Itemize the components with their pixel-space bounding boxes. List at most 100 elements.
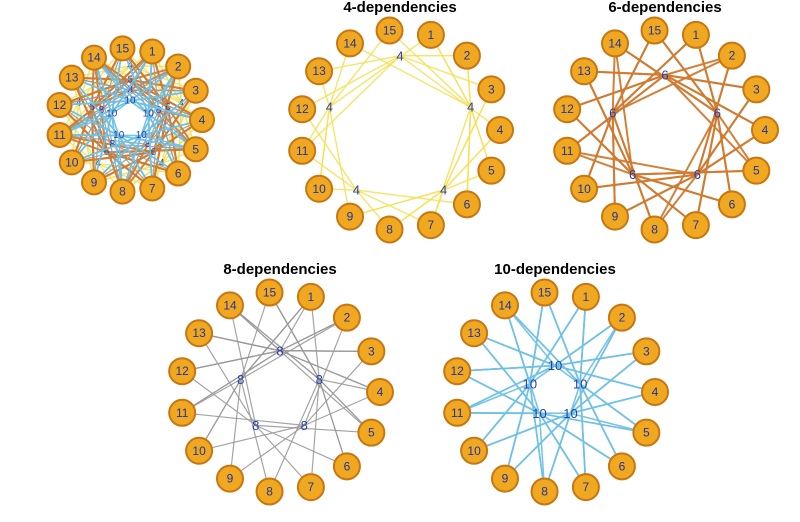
svg-text:10: 10 (577, 182, 591, 196)
inner-label-d10: 10 (143, 109, 155, 120)
svg-text:1: 1 (693, 28, 700, 42)
inner-label-d8: 8 (237, 372, 244, 387)
svg-text:14: 14 (87, 51, 101, 65)
svg-text:2: 2 (729, 49, 736, 63)
svg-text:9: 9 (227, 472, 234, 486)
svg-text:7: 7 (308, 480, 315, 494)
edge (584, 71, 765, 130)
node-10: 10 (571, 176, 597, 202)
edge (182, 297, 311, 413)
svg-text:1: 1 (308, 290, 315, 304)
edge (655, 31, 718, 226)
inner-label-d8: 8 (252, 418, 259, 433)
node-2: 2 (454, 43, 480, 69)
node-8: 8 (642, 216, 668, 242)
node-10: 10 (461, 438, 487, 464)
node-7: 7 (298, 474, 324, 500)
edge (199, 333, 380, 392)
svg-text:3: 3 (753, 82, 760, 96)
node-9: 9 (82, 170, 106, 194)
svg-text:3: 3 (643, 344, 650, 358)
node-11: 11 (169, 400, 195, 426)
node-8: 8 (377, 216, 403, 242)
inner-label-d4: 4 (467, 100, 474, 115)
svg-text:12: 12 (451, 364, 465, 378)
inner-label-d10: 10 (548, 358, 562, 373)
inner-label-d6: 6 (714, 106, 721, 121)
svg-text:15: 15 (648, 24, 662, 38)
edge (474, 318, 622, 451)
node-4: 4 (190, 108, 214, 132)
svg-text:5: 5 (753, 164, 760, 178)
svg-text:11: 11 (451, 406, 464, 420)
svg-text:8: 8 (541, 484, 548, 498)
svg-text:3: 3 (368, 344, 375, 358)
panel-title: 6-dependencies (608, 0, 721, 16)
inner-label-d4: 4 (353, 183, 360, 198)
node-5: 5 (633, 420, 659, 446)
edge (457, 371, 586, 487)
node-13: 13 (60, 66, 84, 90)
node-13: 13 (186, 320, 212, 346)
edge (182, 392, 380, 425)
node-15: 15 (377, 18, 403, 44)
svg-text:12: 12 (176, 364, 190, 378)
node-4: 4 (642, 379, 668, 405)
node-8: 8 (257, 478, 283, 504)
inner-label-d8: 8 (276, 343, 283, 358)
inner-label-d10: 10 (136, 130, 148, 141)
svg-text:5: 5 (192, 142, 199, 156)
svg-text:8: 8 (266, 484, 273, 498)
node-15: 15 (110, 36, 134, 60)
inner-label-d4: 4 (326, 100, 333, 115)
svg-text:8: 8 (386, 222, 393, 236)
edge (545, 297, 586, 492)
inner-label-d10: 10 (573, 376, 587, 391)
svg-text:5: 5 (643, 426, 650, 440)
dependency-graphs-figure: 4444466666888881010101010123456789101112… (0, 0, 800, 522)
node-14: 14 (602, 30, 628, 56)
node-1: 1 (573, 284, 599, 310)
edge (319, 35, 431, 189)
svg-text:13: 13 (65, 71, 79, 85)
svg-text:8: 8 (119, 185, 126, 199)
svg-text:10: 10 (192, 444, 206, 458)
svg-text:10: 10 (312, 182, 326, 196)
inner-label-d6: 6 (609, 106, 616, 121)
inner-label-d4: 4 (440, 183, 447, 198)
svg-text:13: 13 (577, 64, 591, 78)
svg-text:10: 10 (65, 155, 79, 169)
svg-text:6: 6 (464, 197, 471, 211)
node-2: 2 (609, 305, 635, 331)
node-5: 5 (184, 137, 208, 161)
node-4: 4 (367, 379, 393, 405)
node-3: 3 (184, 79, 208, 103)
edge (241, 293, 270, 492)
node-4: 4 (752, 117, 778, 143)
node-10: 10 (60, 150, 84, 174)
svg-text:9: 9 (612, 210, 619, 224)
svg-text:5: 5 (488, 164, 495, 178)
inner-label-d8: 8 (301, 418, 308, 433)
svg-text:2: 2 (464, 49, 471, 63)
inner-label-d10: 10 (523, 376, 537, 391)
node-8: 8 (532, 478, 558, 504)
svg-text:14: 14 (608, 36, 622, 50)
panel-title: 4-dependencies (343, 0, 456, 16)
node-10: 10 (306, 176, 332, 202)
edge (270, 293, 320, 488)
svg-text:6: 6 (175, 167, 182, 181)
svg-text:12: 12 (296, 102, 310, 116)
svg-text:14: 14 (343, 36, 357, 50)
svg-text:7: 7 (428, 218, 435, 232)
edge (474, 392, 655, 451)
svg-text:13: 13 (467, 326, 481, 340)
node-7: 7 (418, 212, 444, 238)
node-12: 12 (48, 93, 72, 117)
panel-combined: 4444466666888881010101010123456789101112… (48, 36, 214, 203)
svg-text:6: 6 (729, 197, 736, 211)
node-3: 3 (478, 76, 504, 102)
svg-text:13: 13 (312, 64, 326, 78)
svg-text:11: 11 (561, 144, 574, 158)
svg-text:4: 4 (377, 385, 384, 399)
